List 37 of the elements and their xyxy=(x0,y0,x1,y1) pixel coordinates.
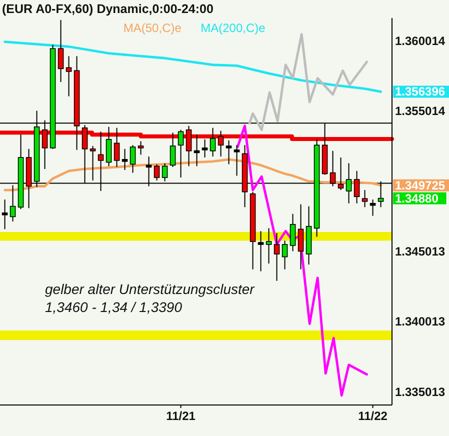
candlestick xyxy=(58,19,64,82)
y-tick-label: 1.340013 xyxy=(395,314,446,329)
candlestick xyxy=(66,56,72,97)
candlestick xyxy=(170,132,176,168)
candlestick xyxy=(122,148,128,170)
candlestick xyxy=(362,190,368,208)
candlestick xyxy=(226,140,232,165)
candlestick xyxy=(266,228,272,264)
text: 1.34880 xyxy=(395,191,438,206)
y-tick-label: 1.355014 xyxy=(395,104,446,118)
candlestick xyxy=(234,144,240,176)
candlestick xyxy=(202,138,208,158)
candlestick xyxy=(282,240,288,270)
candlestick xyxy=(210,127,216,157)
annotation: gelber alter Unterstützungscluster xyxy=(45,281,256,297)
y-tick-label: 1.335013 xyxy=(395,384,446,399)
candlestick xyxy=(178,129,184,178)
candlestick xyxy=(274,232,280,282)
text: MA(200,C)e xyxy=(200,21,266,35)
candlestick xyxy=(258,230,264,272)
y-tick-label: 1.345013 xyxy=(395,244,446,258)
candlestick xyxy=(90,145,96,181)
data-label: 1.356396 xyxy=(395,84,446,99)
y-tick-label: 1.360014 xyxy=(395,34,446,48)
x-tick-label: 11/22 xyxy=(358,409,388,423)
annotation: 1,3460 - 1,34 / 1,3390 xyxy=(45,299,182,315)
candlestick xyxy=(2,199,8,230)
candlestick xyxy=(130,144,136,174)
text: MA(50,C)e xyxy=(123,21,182,35)
candlestick xyxy=(138,140,144,156)
x-tick-label: 11/21 xyxy=(166,409,196,423)
candlestick xyxy=(154,164,160,181)
chart-title: (EUR A0-FX,60) Dynamic,0:00-24:00 xyxy=(2,2,214,16)
candlestick xyxy=(290,213,296,252)
candlestick xyxy=(298,204,304,270)
candlestick xyxy=(106,126,112,167)
data-label: 1.349725 xyxy=(395,178,446,192)
